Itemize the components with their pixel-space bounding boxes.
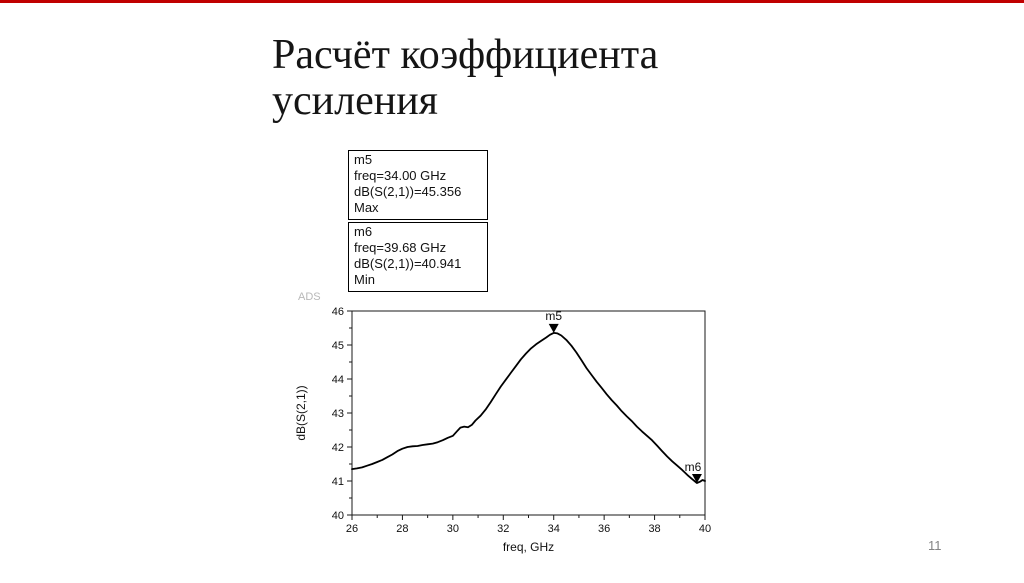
marker-extremum: Max xyxy=(354,200,379,215)
marker-readout-m5: m5 freq=34.00 GHz dB(S(2,1))=45.356 Max xyxy=(348,150,488,220)
marker-label-m6: m6 xyxy=(685,460,702,474)
series-line xyxy=(351,332,706,484)
marker-freq: freq=34.00 GHz xyxy=(354,168,447,183)
plot-border xyxy=(351,310,706,516)
y-axis-label: dB(S(2,1)) xyxy=(294,385,308,440)
marker-value: dB(S(2,1))=40.941 xyxy=(354,256,462,271)
y-tick-label: 40 xyxy=(332,510,344,522)
x-tick-label: 36 xyxy=(598,523,610,535)
marker-triangle-m5 xyxy=(548,323,559,333)
gain-chart: ADS 26 28 30 32 34 36 38 40 40 41 42 43 44 45 46 m5 m6 fre… xyxy=(294,291,711,554)
marker-title: m6 xyxy=(354,224,373,239)
ads-watermark: ADS xyxy=(298,291,321,303)
y-tick-label: 45 xyxy=(332,340,344,352)
marker-triangle-m6 xyxy=(691,474,702,484)
marker-freq: freq=39.68 GHz xyxy=(354,240,447,255)
gain-chart-container: ADS 26 28 30 32 34 36 38 40 40 41 42 43 44 45 46 m5 m6 fre… xyxy=(290,288,730,578)
x-tick-label: 38 xyxy=(648,523,660,535)
slide-accent-bar xyxy=(0,0,1024,3)
x-tick-label: 26 xyxy=(346,523,358,535)
x-tick-label: 30 xyxy=(447,523,459,535)
x-tick-label: 32 xyxy=(497,523,509,535)
y-tick-label: 44 xyxy=(332,374,344,386)
marker-title: m5 xyxy=(354,152,373,167)
x-tick-label: 34 xyxy=(548,523,560,535)
marker-value: dB(S(2,1))=45.356 xyxy=(354,184,462,199)
y-tick-label: 41 xyxy=(332,476,344,488)
y-tick-label: 42 xyxy=(332,442,344,454)
y-tick-label: 43 xyxy=(332,408,344,420)
x-tick-label: 40 xyxy=(699,523,711,535)
page-number: 11 xyxy=(928,538,942,553)
marker-extremum: Min xyxy=(354,272,375,287)
slide-title: Расчёт коэффициента усиления xyxy=(272,32,659,124)
marker-readout-m6: m6 freq=39.68 GHz dB(S(2,1))=40.941 Min xyxy=(348,222,488,292)
x-axis-label: freq, GHz xyxy=(503,540,554,554)
marker-label-m5: m5 xyxy=(545,309,562,323)
x-tick-label: 28 xyxy=(396,523,408,535)
y-tick-label: 46 xyxy=(332,306,344,318)
